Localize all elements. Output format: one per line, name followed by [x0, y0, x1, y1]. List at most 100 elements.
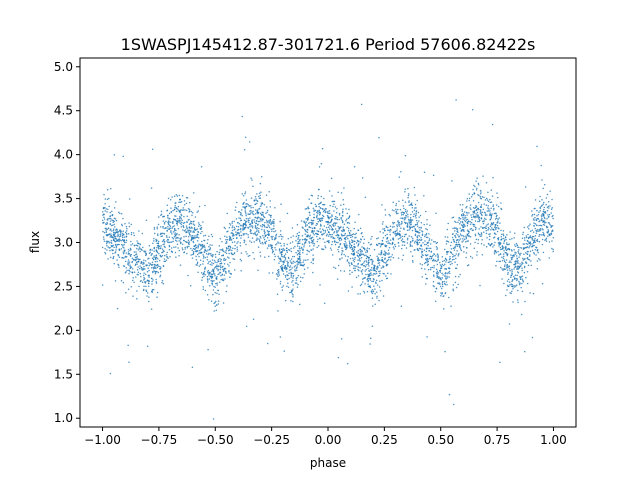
data-point: [422, 241, 424, 244]
data-point: [166, 209, 168, 212]
data-point: [292, 262, 294, 264]
data-point: [279, 252, 281, 254]
data-point: [290, 299, 292, 302]
data-point: [232, 247, 234, 249]
data-point: [112, 221, 114, 224]
data-point: [505, 294, 507, 297]
data-point: [296, 232, 299, 235]
data-point: [420, 222, 423, 224]
data-point: [427, 236, 429, 239]
data-point: [130, 223, 132, 226]
data-point: [486, 210, 488, 212]
data-point: [425, 247, 428, 250]
data-point: [326, 240, 328, 243]
data-point: [489, 225, 492, 228]
data-point: [212, 254, 214, 256]
data-point: [361, 249, 363, 252]
data-point: [538, 224, 540, 227]
data-point: [116, 259, 118, 261]
data-point: [315, 216, 318, 219]
data-point: [122, 257, 125, 259]
data-point: [312, 240, 314, 242]
data-point: [201, 279, 203, 281]
data-point: [221, 254, 223, 257]
data-point: [160, 267, 162, 269]
data-point: [507, 272, 509, 274]
data-point: [151, 257, 154, 260]
data-point: [120, 248, 123, 250]
data-point: [207, 272, 209, 274]
data-point: [348, 222, 351, 224]
data-point: [238, 234, 241, 237]
data-point: [421, 233, 424, 236]
data-point: [477, 207, 479, 210]
data-point: [185, 225, 188, 227]
data-point: [348, 234, 350, 237]
data-point: [185, 202, 188, 205]
data-point: [128, 225, 131, 228]
data-point: [156, 264, 159, 266]
data-point: [338, 212, 341, 215]
data-point: [478, 228, 480, 230]
data-point: [516, 261, 519, 263]
data-point: [348, 263, 350, 265]
data-point: [420, 227, 422, 229]
data-point: [369, 286, 372, 289]
data-point: [438, 270, 441, 272]
data-point: [170, 210, 173, 213]
data-point: [197, 230, 199, 233]
data-point: [265, 234, 268, 236]
data-point: [143, 278, 146, 280]
data-point: [211, 255, 214, 258]
data-point: [218, 273, 220, 275]
data-point: [461, 208, 463, 211]
data-point: [529, 254, 531, 256]
data-point: [165, 220, 167, 223]
data-point: [263, 238, 266, 241]
data-point: [430, 267, 432, 269]
data-point: [302, 249, 304, 252]
data-point: [551, 198, 553, 201]
data-point: [239, 213, 242, 216]
data-point: [532, 292, 535, 295]
data-point: [516, 267, 518, 270]
data-point: [129, 270, 131, 273]
data-point: [405, 216, 407, 219]
data-point: [155, 254, 158, 256]
data-point: [174, 206, 176, 209]
data-point: [163, 223, 166, 225]
data-point: [368, 248, 371, 250]
data-point: [245, 203, 247, 205]
data-point: [268, 234, 270, 236]
data-point: [213, 273, 216, 275]
data-point: [103, 216, 105, 219]
data-point: [459, 245, 461, 247]
data-point: [425, 243, 428, 246]
data-point: [125, 271, 127, 273]
data-point: [211, 259, 214, 261]
data-point: [153, 263, 155, 266]
data-point: [487, 223, 490, 225]
data-point: [148, 244, 151, 247]
data-point: [522, 259, 524, 261]
data-point: [114, 243, 117, 246]
data-point: [378, 264, 381, 266]
data-point: [284, 253, 287, 255]
data-point: [219, 238, 222, 240]
data-point: [503, 265, 506, 268]
data-point: [322, 248, 325, 251]
data-point: [113, 154, 116, 156]
data-point: [308, 226, 310, 228]
data-point: [404, 154, 407, 157]
data-point: [173, 246, 175, 248]
data-point: [397, 242, 400, 244]
data-point: [385, 261, 388, 263]
data-point: [261, 226, 263, 228]
data-point: [209, 244, 211, 246]
data-point: [343, 242, 345, 245]
data-point: [399, 208, 402, 211]
data-point: [367, 277, 369, 280]
data-point: [496, 192, 498, 194]
y-tick-label: 3.0: [54, 236, 73, 250]
